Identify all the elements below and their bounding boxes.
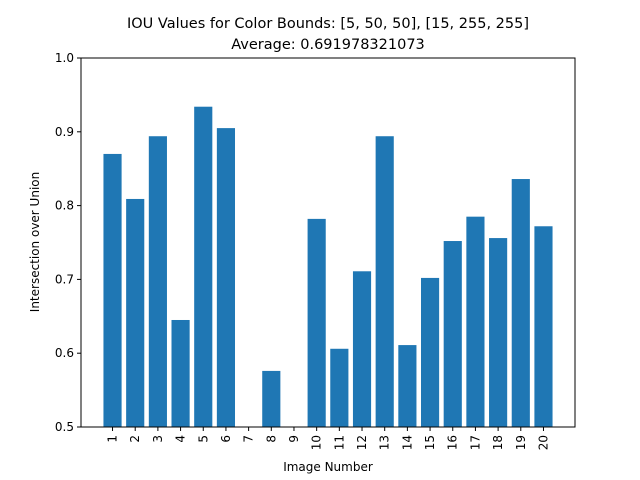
bar: [466, 216, 485, 427]
x-tick-label: 1: [106, 435, 120, 443]
x-tick-label: 4: [174, 435, 188, 443]
bar: [307, 218, 326, 427]
bar: [420, 277, 440, 427]
bar: [443, 241, 462, 427]
bar: [126, 198, 145, 427]
bar: [489, 238, 508, 427]
x-tick-label: 13: [378, 435, 392, 450]
chart-subtitle: Average: 0.691978321073: [231, 37, 425, 53]
x-tick-label: 18: [491, 435, 505, 450]
x-tick-label: 20: [536, 435, 550, 450]
bar: [171, 319, 190, 427]
chart-title: IOU Values for Color Bounds: [5, 50, 50]…: [127, 16, 529, 32]
x-tick-label: 3: [151, 435, 165, 443]
x-tick-label: 2: [128, 435, 142, 443]
bar: [216, 128, 236, 427]
x-tick-label: 19: [514, 435, 528, 450]
x-tick-label: 14: [400, 435, 414, 450]
bar: [103, 153, 122, 427]
x-tick-label: 10: [310, 435, 324, 450]
bar: [262, 370, 281, 427]
bar: [398, 345, 417, 427]
plot-area: [103, 106, 553, 427]
y-tick-label: 1.0: [55, 51, 74, 65]
y-tick-label: 0.9: [55, 125, 74, 139]
y-tick-label: 0.5: [55, 420, 74, 434]
x-tick-label: 8: [264, 435, 278, 443]
x-tick-label: 6: [219, 435, 233, 443]
x-tick-label: 15: [423, 435, 437, 450]
y-tick-label: 0.8: [55, 199, 74, 213]
y-tick-label: 0.6: [55, 346, 74, 360]
y-axis-label: Intersection over Union: [28, 172, 42, 312]
bar: [330, 348, 349, 427]
y-tick-label: 0.7: [55, 272, 74, 286]
x-tick-label: 9: [287, 435, 301, 443]
x-tick-label: 12: [355, 435, 369, 450]
bar: [375, 136, 394, 427]
bar: [534, 226, 553, 427]
x-tick-label: 17: [468, 435, 482, 450]
x-tick-label: 16: [446, 435, 460, 450]
bar: [511, 179, 530, 427]
x-tick-label: 7: [242, 435, 256, 443]
bar: [352, 271, 372, 427]
x-tick-label: 11: [332, 435, 346, 450]
x-tick-label: 5: [196, 435, 210, 443]
bar: [148, 136, 167, 427]
x-axis-label: Image Number: [283, 460, 373, 474]
axes-frame: [80, 57, 576, 428]
bar: [194, 106, 213, 427]
